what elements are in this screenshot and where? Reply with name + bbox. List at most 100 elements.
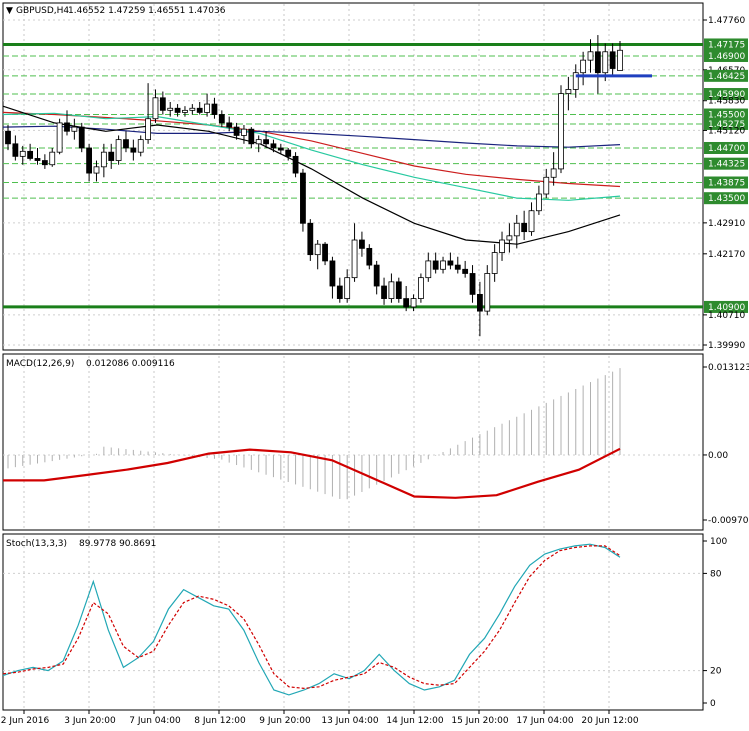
time-axis: 2 Jun 2016 3 Jun 20:00 7 Jun 04:00 8 Jun 12… (1, 710, 639, 726)
candle-body (285, 149, 292, 157)
candle-body (602, 51, 609, 74)
candle-body (418, 277, 424, 299)
candle-body (440, 260, 446, 270)
macd-series (3, 368, 621, 500)
candle-body (86, 147, 93, 174)
candle-body (108, 151, 115, 161)
price-tag-label: 1.45990 (708, 90, 745, 100)
price-label: 1.45830 (708, 97, 745, 107)
macd-axis-label: -0.009706 (708, 516, 749, 526)
chart-symbol-title: GBPUSD,H4 (16, 6, 69, 16)
candle-body (462, 268, 469, 274)
candle-body (410, 298, 417, 308)
chart-symbol-arrow[interactable]: ▼ (6, 6, 13, 16)
price-label: 1.42170 (708, 250, 745, 260)
candle-body (535, 193, 542, 212)
ma-line-blue (2, 125, 621, 148)
time-label: 17 Jun 04:00 (516, 716, 573, 726)
candle-body (594, 51, 601, 74)
candle-body (41, 160, 48, 166)
time-label: 9 Jun 20:00 (259, 716, 311, 726)
candle-body (100, 151, 107, 168)
price-tag (704, 49, 748, 62)
main-price-pane (2, 2, 704, 351)
macd-axis-label: 0.013123 (708, 363, 749, 373)
candle-body (521, 222, 528, 233)
candle-body (277, 147, 284, 151)
candle-body (359, 239, 365, 249)
candle-body (49, 151, 56, 166)
price-tag (704, 69, 748, 82)
candle-body (336, 285, 343, 299)
time-label: 3 Jun 20:00 (64, 716, 116, 726)
candle-body (64, 122, 70, 132)
candle-body (499, 239, 505, 253)
candle-body (145, 118, 151, 141)
horizontal-levels (3, 42, 703, 309)
candle-body (182, 109, 188, 113)
candle-body (513, 222, 520, 237)
price-label: 1.39990 (708, 341, 745, 351)
candle-body (152, 97, 159, 120)
candle-body (307, 222, 314, 256)
macd-pane (2, 353, 704, 531)
candlesticks (5, 35, 623, 337)
candle-body (366, 247, 373, 266)
candle-body (123, 139, 129, 149)
candle-body (34, 158, 41, 161)
candle-body (314, 243, 321, 256)
candle-body (528, 210, 535, 233)
candle-body (477, 293, 483, 312)
candle-body (93, 166, 100, 174)
candle-body (403, 298, 410, 308)
candle-body (226, 122, 233, 128)
price-tag (704, 176, 748, 189)
macd-signal-line (3, 447, 621, 499)
macd-title: MACD(12,26,9) (6, 359, 74, 369)
candle-body (27, 150, 34, 159)
candle-body (56, 122, 63, 153)
price-tag (704, 108, 748, 121)
stoch-signal-line (2, 545, 621, 690)
candle-body (204, 103, 210, 113)
candle-body (454, 264, 461, 270)
candle-body (78, 126, 85, 149)
candle-body (550, 168, 557, 178)
stoch-axis-label: 100 (710, 537, 727, 547)
macd-values: 0.012086 0.009116 (86, 359, 175, 369)
candle-body (432, 260, 439, 270)
price-tag-label: 1.45500 (708, 111, 745, 121)
macd-axis-label: 0.00 (708, 451, 728, 461)
stoch-axis-label: 20 (710, 667, 722, 677)
candle-body (137, 139, 144, 153)
chart-ohlc: 1.46552 1.47259 1.46551 1.47036 (68, 6, 226, 16)
candle-body (255, 139, 262, 145)
candle-body (130, 147, 137, 153)
candle-body (580, 59, 587, 74)
price-tag (704, 192, 748, 205)
candle-body (12, 143, 19, 157)
candle-body (351, 239, 358, 279)
candle-body (543, 176, 550, 195)
candle-body (270, 143, 277, 149)
candle-body (71, 126, 78, 132)
candle-body (565, 89, 572, 95)
candle-body (344, 277, 351, 299)
candle-body (329, 260, 336, 287)
time-label: 20 Jun 12:00 (581, 716, 638, 726)
price-label: 1.47760 (708, 16, 745, 26)
candle-body (189, 107, 196, 111)
candle-body (395, 281, 402, 299)
time-label: 7 Jun 04:00 (129, 716, 181, 726)
time-label: 15 Jun 20:00 (451, 716, 508, 726)
candle-body (469, 273, 476, 295)
stoch-series (2, 543, 621, 696)
price-tag (704, 117, 748, 130)
price-axis: 1.477601.471751.469001.465701.464251.459… (703, 16, 749, 709)
time-label: 2 Jun 2016 (1, 716, 50, 726)
candle-body (196, 107, 203, 113)
stoch-title: Stoch(13,3,3) (6, 539, 67, 549)
ma-line-red (2, 111, 621, 188)
price-tag-label: 1.46900 (708, 52, 745, 62)
